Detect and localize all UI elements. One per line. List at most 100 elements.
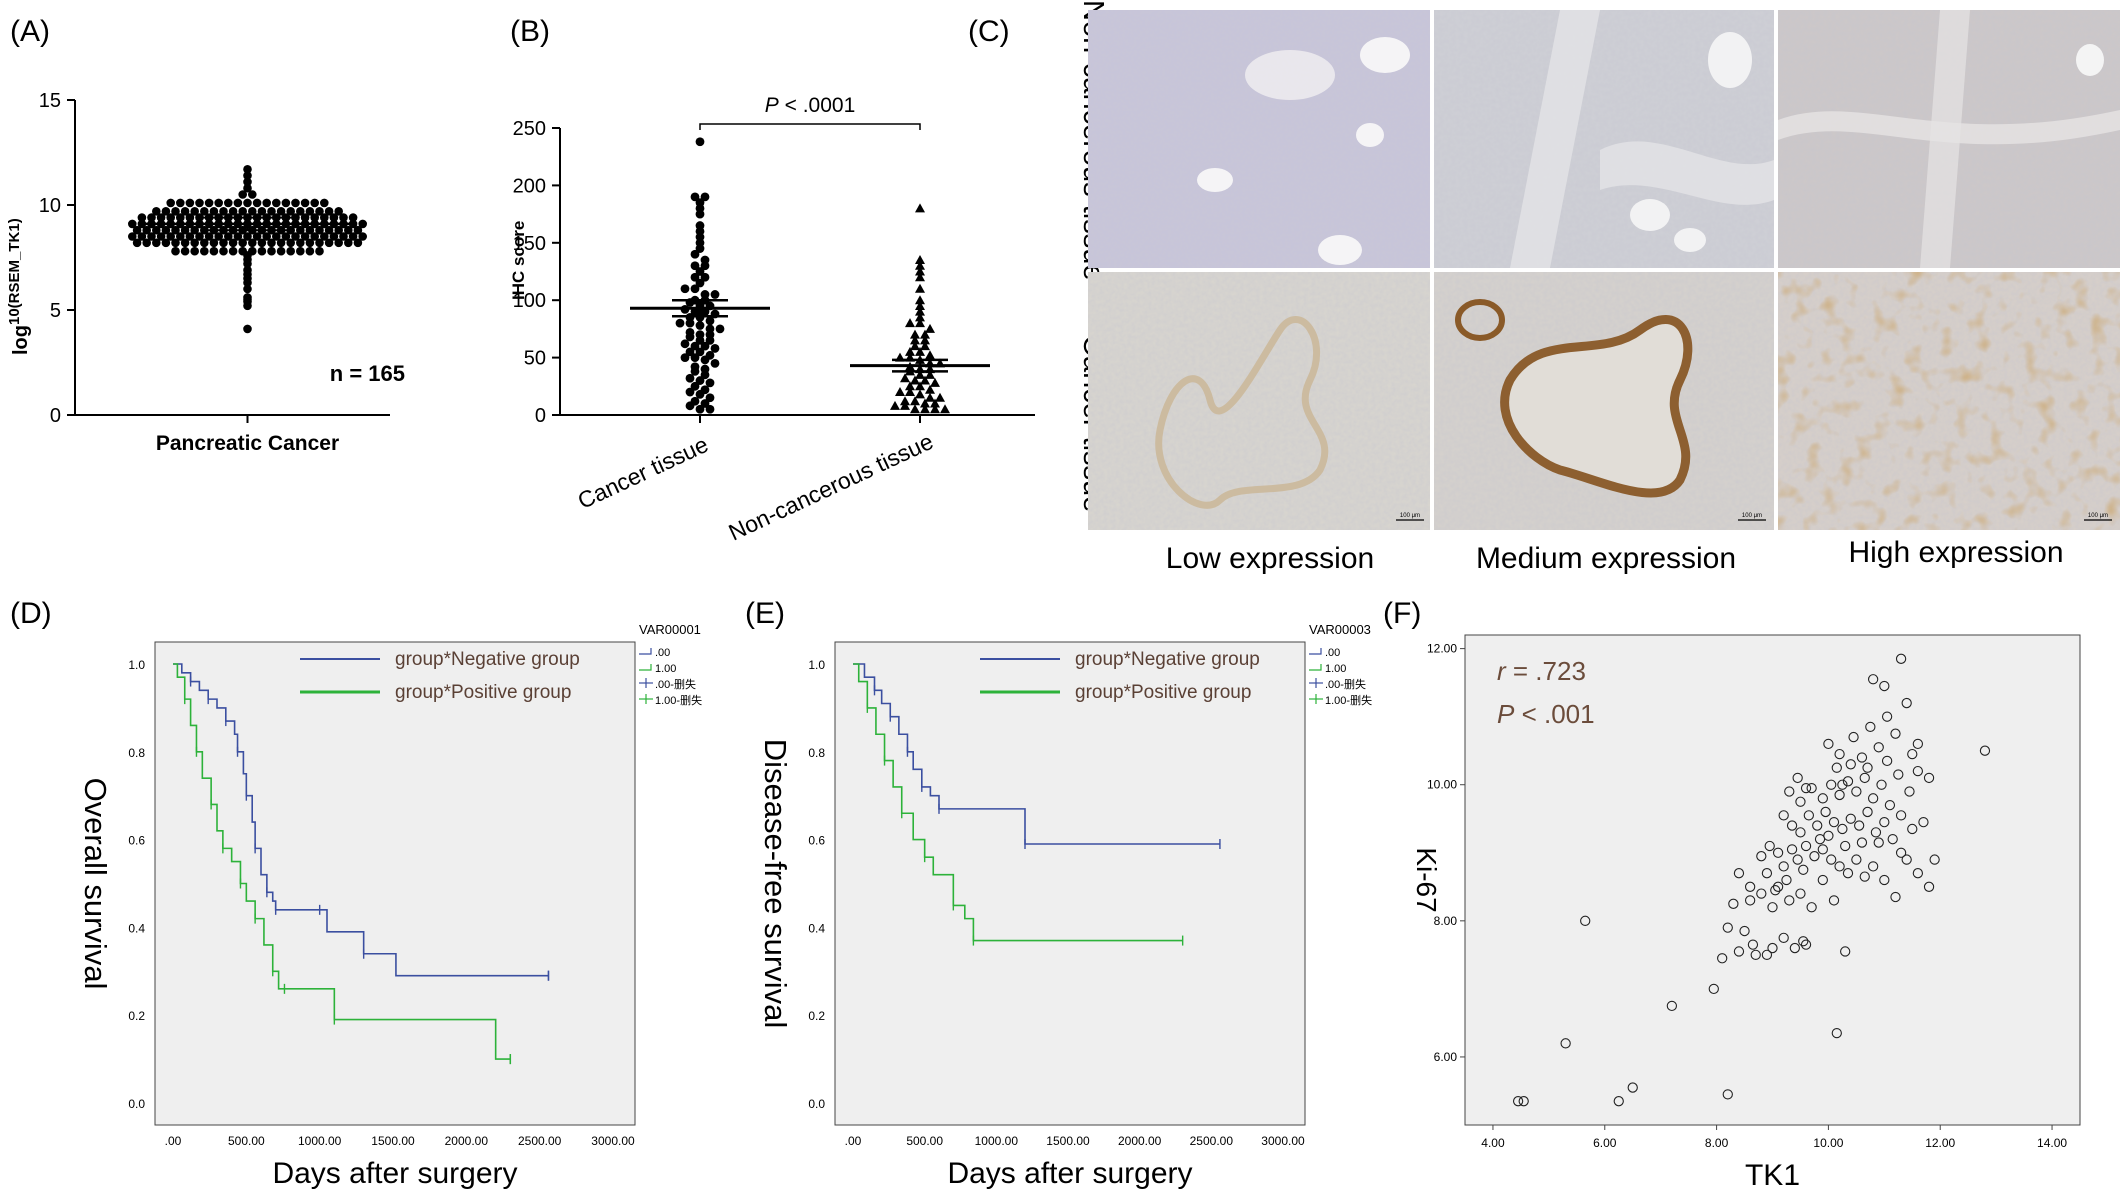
data-point [209,246,219,256]
data-point [685,387,695,397]
scale-bar-medium: 100 μm [1742,513,1762,519]
data-point [1761,949,1773,961]
data-point [204,198,214,208]
data-point [1884,799,1896,811]
data-point [272,232,281,241]
data-point [300,232,310,241]
data-point [925,369,935,379]
data-point [1834,789,1845,801]
data-point [705,393,715,403]
data-point [915,389,925,399]
data-point [267,207,276,216]
data-point [348,232,358,241]
data-point [339,232,348,241]
data-point [1929,854,1940,865]
data-point [1895,810,1907,821]
data-point [1739,925,1750,937]
data-point [695,347,705,357]
y-axis-label: Disease-free survival [758,739,793,1028]
data-point [276,207,286,216]
data-point [915,369,925,379]
ihc-image-noncancer-high [1778,10,2120,268]
data-point [291,232,300,241]
data-point [1800,840,1812,852]
data-point [1809,851,1820,862]
col-label-high: High expression [1848,536,2063,569]
data-point [1778,861,1789,872]
data-point [286,246,296,256]
data-point [1867,861,1879,872]
data-point [935,392,945,402]
legend-title: VAR00003 [1309,622,1371,637]
data-point [276,246,286,256]
data-point [190,246,199,256]
data-point [1666,1000,1678,1012]
km-curve-negative [173,663,549,977]
data-point [1837,779,1848,790]
data-point [243,232,252,241]
data-point [1840,946,1851,957]
y-tick-label: 0.6 [128,834,145,848]
data-point [695,198,705,208]
data-point [305,246,315,256]
data-point [161,238,171,248]
legend-small-label: .00-删失 [655,678,696,691]
data-point [324,207,334,216]
chart-e-disease-free-survival: .00 500.00 1000.00 1500.00 2000.00 2500.00 300… [758,622,1372,1190]
x-tick-label: 1500.00 [1046,1134,1090,1148]
legend-small-label: .00 [655,647,670,659]
data-point [910,341,920,351]
data-point [1893,769,1904,780]
data-point [276,238,286,248]
data-point [1856,752,1868,763]
x-axis-label: Pancreatic Cancer [156,432,339,455]
data-point [910,404,920,414]
data-point [305,225,315,235]
data-point [291,213,300,222]
data-point [690,381,700,391]
data-point [219,238,228,248]
data-point [1722,1089,1733,1100]
data-point [334,207,344,216]
data-point [156,232,166,241]
data-point [1717,953,1728,964]
data-point [1560,1038,1571,1049]
data-point [1873,742,1884,753]
data-point [915,272,925,282]
data-point [224,198,233,208]
r-annotation: r = .723 [1497,656,1586,686]
data-point [228,238,238,248]
data-point [915,318,925,328]
data-point [315,207,324,216]
data-point [910,375,920,385]
data-point [243,177,252,187]
plot-area [154,641,636,1126]
data-point [219,246,228,256]
data-point [1851,854,1862,865]
x-tick-label: 1000.00 [298,1134,342,1148]
data-point [1873,837,1884,848]
y-tick-label: 10 [39,195,61,217]
data-point [895,387,905,397]
data-point [257,246,267,256]
data-point [310,198,320,208]
data-point [1764,840,1775,852]
data-point [685,373,695,383]
data-point [176,213,185,222]
data-point [190,225,199,235]
data-point [700,272,710,282]
data-point [705,404,715,414]
data-point [1828,895,1840,906]
data-point [925,384,935,394]
data-point [156,213,166,222]
ihc-image-noncancer-low [1088,10,1430,268]
data-point [710,290,720,299]
data-point [905,387,915,397]
data-point [132,225,142,235]
data-point [315,225,324,235]
data-point [1806,902,1817,913]
data-point [680,339,690,349]
data-point [339,213,348,222]
data-point [291,198,300,208]
data-point [209,238,219,248]
